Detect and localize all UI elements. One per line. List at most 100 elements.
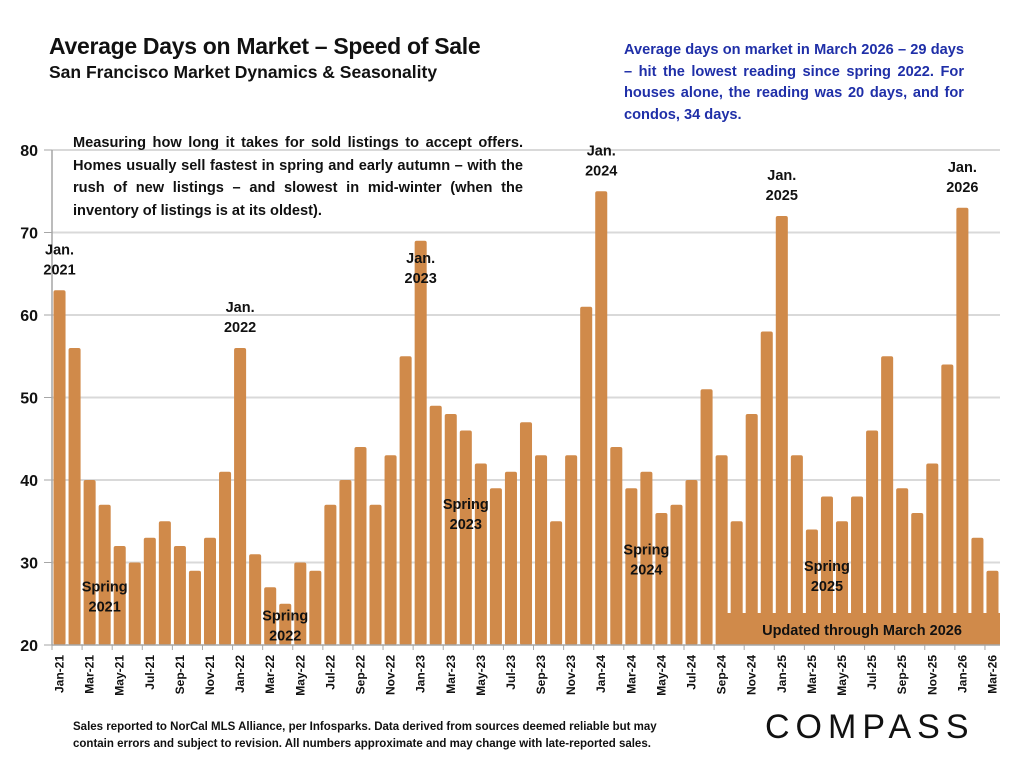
source-footnote: Sales reported to NorCal MLS Alliance, p… (73, 719, 657, 753)
annotation-line: Spring (623, 542, 669, 558)
y-tick-label: 70 (20, 226, 38, 243)
bar-Jun-25 (851, 496, 864, 645)
bar-May-24 (655, 513, 668, 645)
x-tick-label: Jan-26 (955, 655, 969, 693)
x-tick-label: May-23 (474, 655, 488, 696)
annotation-label: Spring 2021 (82, 580, 128, 616)
x-tick-label: Mar-21 (83, 655, 97, 694)
annotation-line: Jan. (948, 160, 977, 176)
bar-Nov-22 (384, 455, 397, 645)
x-tick-label: Mar-25 (805, 655, 819, 694)
updated-banner-text: Updated through March 2026 (762, 623, 962, 639)
x-tick-label: May-21 (113, 655, 127, 696)
x-tick-label: Sep-24 (715, 655, 729, 695)
bar-Jun-22 (309, 570, 322, 645)
x-tick-label: Jul-22 (323, 655, 337, 690)
bar-Apr-22 (279, 603, 292, 645)
bar-Sep-23 (535, 455, 548, 645)
y-tick-label: 80 (20, 143, 38, 160)
bar-Dec-21 (219, 471, 232, 645)
bar-Sep-24 (715, 455, 728, 645)
annotation-label: Jan. 2022 (224, 300, 256, 336)
annotation-line: 2025 (766, 188, 798, 204)
annotation-line: 2022 (224, 320, 256, 336)
x-tick-label: May-24 (654, 655, 668, 696)
bar-Apr-24 (640, 471, 653, 645)
annotation-line: Jan. (45, 242, 74, 258)
x-tick-label: Sep-22 (353, 655, 367, 695)
bar-Mar-21 (83, 480, 96, 645)
x-tick-label: Jan-25 (775, 655, 789, 693)
x-axis: Jan-21 Mar-21 May-21 Jul-21 Sep-21 Nov-21 Jan-… (51, 644, 1000, 696)
annotation-line: Spring (262, 608, 308, 624)
annotation-label: Jan. 2025 (766, 168, 798, 204)
bar-Feb-21 (68, 348, 81, 645)
annotations: Jan. 2021 Jan. 2022 Jan. 2023 Jan. 2024 Jan. 2025… (43, 143, 978, 644)
bar-Jan-22 (234, 348, 247, 645)
x-tick-label: Jan-23 (414, 655, 428, 693)
bar-Jan-21 (53, 290, 66, 645)
bar-Oct-25 (911, 513, 924, 645)
bar-Jul-23 (504, 471, 517, 645)
annotation-label: Spring 2024 (623, 542, 669, 578)
bar-Oct-22 (369, 504, 382, 645)
bar-Feb-24 (610, 447, 623, 645)
annotation-line: 2024 (585, 163, 617, 179)
bar-May-23 (474, 463, 487, 645)
annotation-line: 2021 (43, 262, 75, 278)
bar-Aug-24 (700, 389, 713, 645)
annotation-line: Jan. (587, 143, 616, 159)
x-tick-label: Nov-24 (745, 655, 759, 695)
annotation-line: 2021 (89, 600, 121, 616)
annotation-label: Spring 2022 (262, 608, 308, 644)
bar-Jan-26 (956, 207, 969, 645)
annotation-label: Jan. 2021 (43, 242, 75, 278)
bar-Jun-23 (489, 488, 502, 645)
annotation-label: Jan. 2026 (946, 160, 978, 196)
bar-Nov-24 (745, 414, 758, 645)
bar-Aug-25 (881, 356, 894, 645)
annotation-line: 2022 (269, 628, 301, 644)
bar-Jul-21 (143, 537, 156, 645)
annotation-label: Jan. 2023 (405, 251, 437, 287)
bar-Jan-23 (414, 240, 427, 645)
bar-Dec-24 (760, 331, 773, 645)
annotation-line: 2025 (811, 579, 843, 595)
x-tick-label: Mar-22 (263, 655, 277, 694)
x-tick-label: Jul-23 (504, 655, 518, 690)
x-tick-label: Mar-26 (985, 655, 999, 694)
annotation-label: Spring 2023 (443, 497, 489, 533)
bar-Oct-23 (550, 521, 563, 645)
chart-description: Measuring how long it takes for sold lis… (73, 135, 523, 219)
x-tick-label: May-25 (835, 655, 849, 696)
bar-Feb-22 (249, 554, 262, 645)
x-tick-label: Nov-22 (384, 655, 398, 695)
bar-Mar-23 (444, 414, 457, 645)
annotation-label: Jan. 2024 (585, 143, 617, 179)
annotation-label: Spring 2025 (804, 559, 850, 595)
annotation-line: 2023 (405, 271, 437, 287)
y-tick-label: 40 (20, 473, 38, 490)
bar-Mar-22 (264, 587, 277, 645)
annotation-line: Spring (443, 497, 489, 513)
bar-May-22 (294, 562, 307, 645)
footnote-line-2: contain errors and subject to revision. … (73, 738, 651, 750)
x-tick-label: Sep-21 (173, 655, 187, 695)
bar-Jan-25 (775, 216, 788, 645)
x-tick-label: Jul-21 (143, 655, 157, 690)
annotation-line: Jan. (226, 300, 255, 316)
compass-logo: COMPASS (765, 708, 975, 746)
annotation-line: 2023 (450, 517, 482, 533)
x-tick-label: Sep-23 (534, 655, 548, 695)
bar-Nov-21 (203, 537, 217, 645)
annotation-line: 2024 (630, 562, 662, 578)
bar-Sep-25 (896, 488, 909, 645)
bar-Dec-23 (580, 306, 593, 645)
annotation-line: Spring (804, 559, 850, 575)
annotation-line: 2026 (946, 180, 978, 196)
bar-Nov-25 (926, 463, 939, 645)
x-tick-label: Jul-25 (865, 655, 879, 690)
chart-subtitle: San Francisco Market Dynamics & Seasonal… (49, 62, 438, 82)
y-tick-label: 30 (20, 556, 38, 573)
bar-Nov-23 (565, 455, 578, 645)
